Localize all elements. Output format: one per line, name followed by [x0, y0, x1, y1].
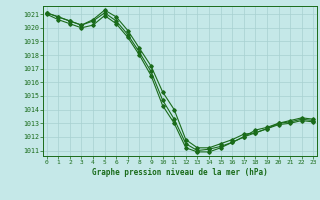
X-axis label: Graphe pression niveau de la mer (hPa): Graphe pression niveau de la mer (hPa)	[92, 168, 268, 177]
